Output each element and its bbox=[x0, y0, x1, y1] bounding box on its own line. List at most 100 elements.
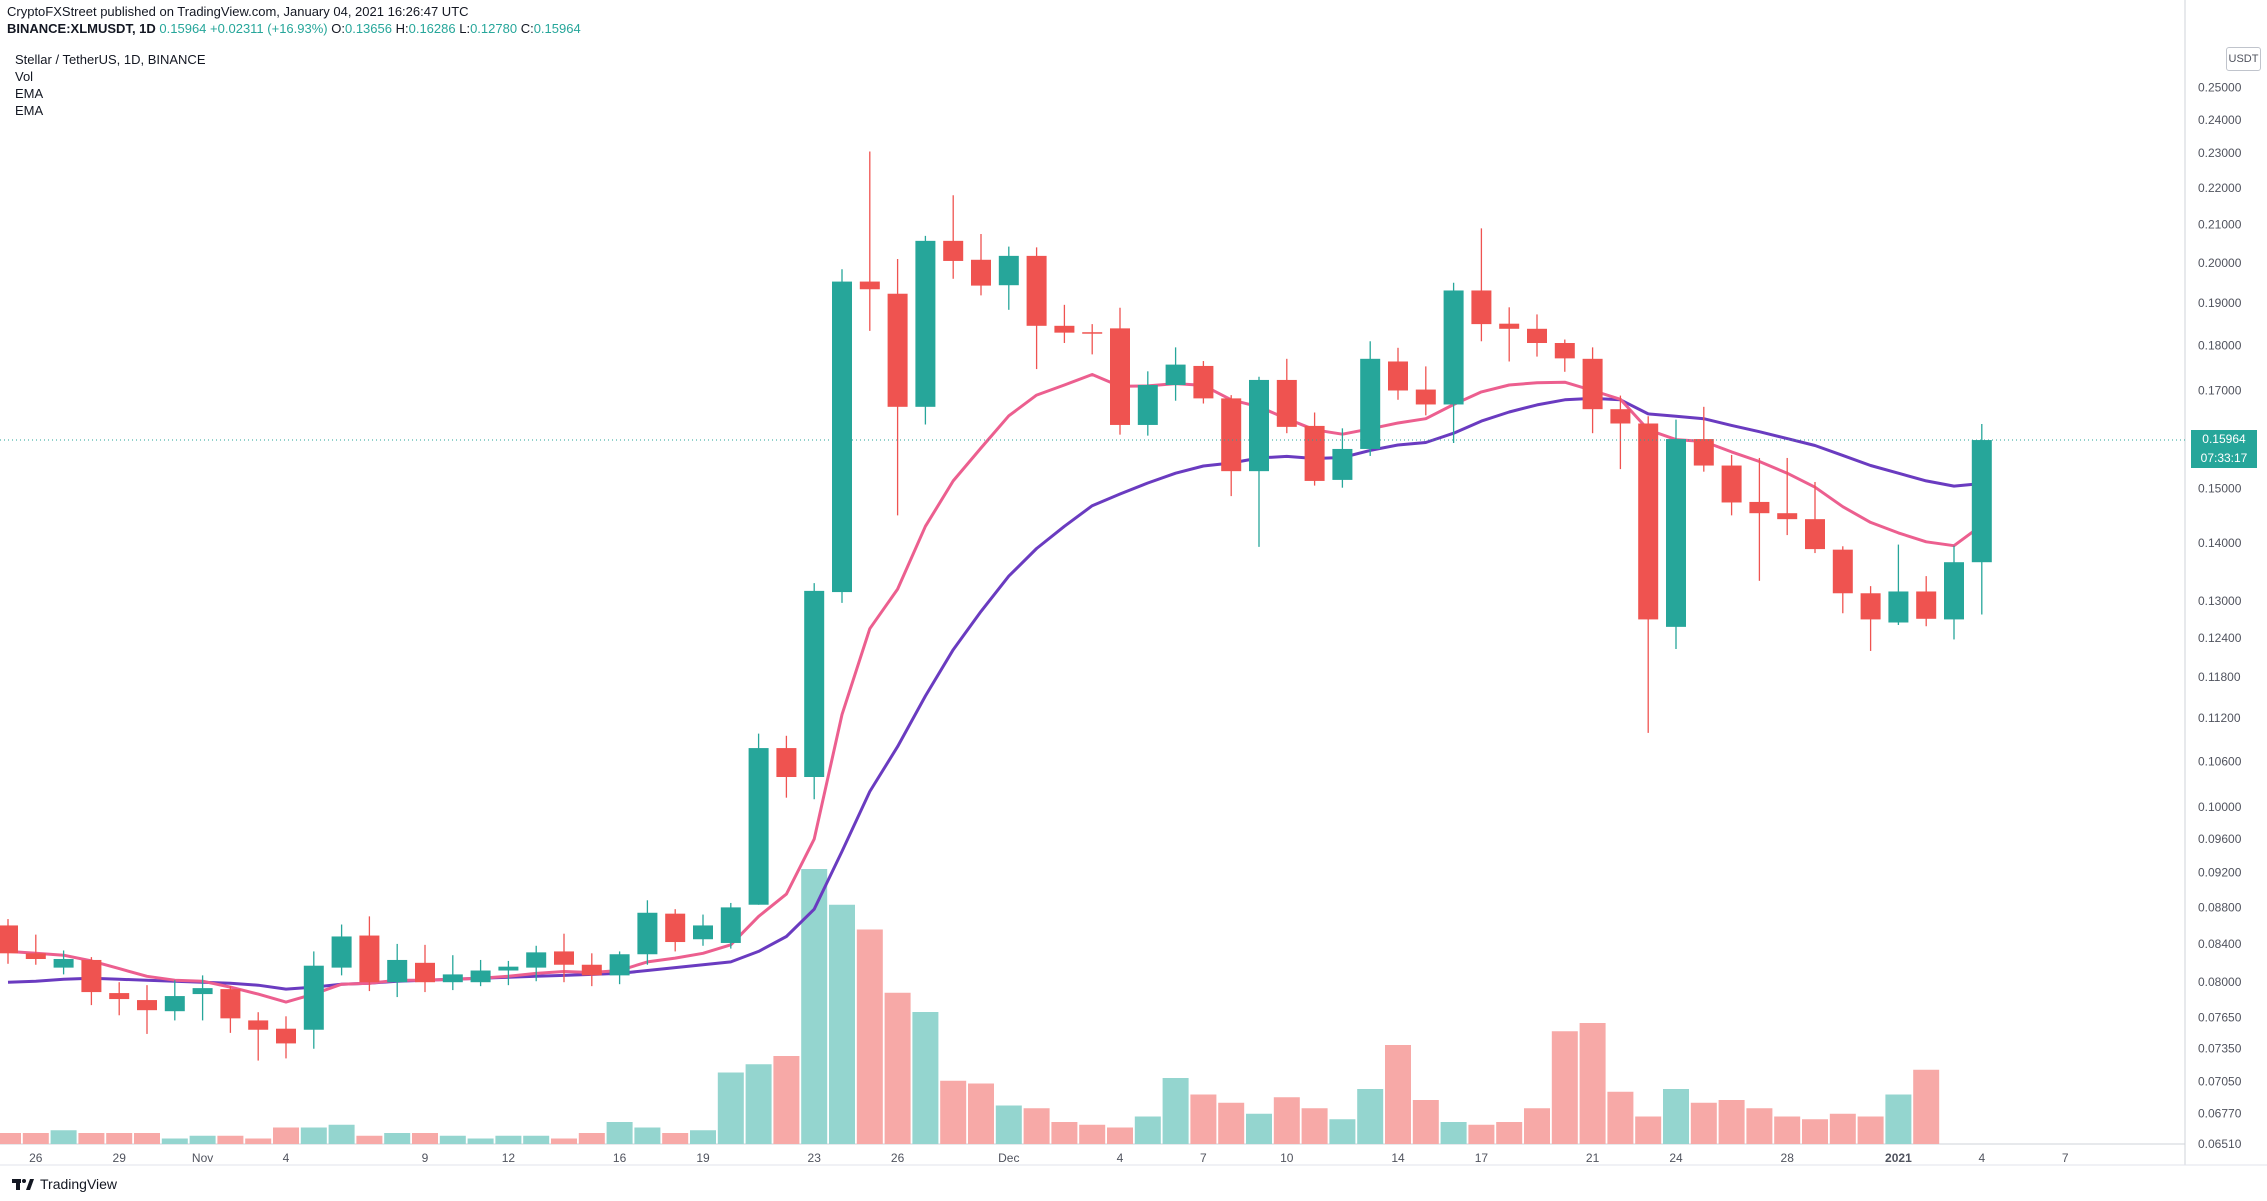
tradingview-logo[interactable]: TradingView bbox=[12, 1176, 117, 1192]
volume-bar bbox=[1607, 1091, 1634, 1144]
y-tick-label: 0.08000 bbox=[2198, 975, 2242, 989]
candle-body bbox=[1916, 591, 1937, 619]
volume-bar bbox=[356, 1135, 383, 1144]
candle-body bbox=[359, 935, 380, 983]
volume-bar bbox=[78, 1133, 105, 1144]
volume-bar bbox=[384, 1133, 411, 1144]
tradingview-label: TradingView bbox=[40, 1176, 118, 1192]
candle-body bbox=[609, 954, 630, 976]
x-tick-label: 14 bbox=[1391, 1151, 1405, 1165]
volume-bar bbox=[1718, 1100, 1745, 1144]
candle-body bbox=[1610, 409, 1631, 424]
candle-body bbox=[1777, 513, 1798, 520]
volume-bar bbox=[106, 1133, 133, 1144]
candle-body bbox=[1499, 323, 1520, 329]
candle-body bbox=[1944, 562, 1964, 620]
y-tick-label: 0.07350 bbox=[2198, 1042, 2242, 1056]
volume-bar bbox=[884, 992, 911, 1144]
volume-bar bbox=[412, 1133, 438, 1144]
tradingview-icon bbox=[12, 1177, 34, 1191]
volume-bar bbox=[22, 1133, 49, 1144]
candle-body bbox=[248, 1020, 269, 1030]
y-tick-label: 0.09200 bbox=[2198, 865, 2242, 879]
volume-bar bbox=[1329, 1119, 1356, 1144]
x-tick-label: 24 bbox=[1669, 1151, 1683, 1165]
volume-bar bbox=[217, 1135, 244, 1144]
x-tick-label: 26 bbox=[891, 1151, 905, 1165]
x-tick-label: 2021 bbox=[1885, 1151, 1912, 1165]
y-tick-label: 0.22000 bbox=[2198, 181, 2242, 195]
volume-bar bbox=[1385, 1045, 1411, 1144]
volume-bar bbox=[1079, 1124, 1106, 1144]
volume-bar bbox=[634, 1127, 661, 1144]
bar-countdown-tag: 07:33:17 bbox=[2191, 449, 2257, 469]
y-tick-label: 0.24000 bbox=[2198, 113, 2242, 127]
currency-button[interactable]: USDT bbox=[2226, 47, 2261, 71]
y-tick-label: 0.25000 bbox=[2198, 81, 2242, 95]
y-tick-label: 0.11800 bbox=[2198, 670, 2241, 684]
candle-body bbox=[220, 989, 241, 1019]
volume-bar bbox=[300, 1127, 327, 1144]
y-tick-label: 0.20000 bbox=[2198, 256, 2242, 270]
x-tick-label: 7 bbox=[2062, 1151, 2069, 1165]
candle-body bbox=[1721, 465, 1742, 503]
volume-bar bbox=[439, 1135, 466, 1144]
candle-body bbox=[1304, 425, 1325, 481]
x-tick-label: 16 bbox=[613, 1151, 627, 1165]
volume-bar bbox=[662, 1133, 689, 1144]
y-tick-label: 0.21000 bbox=[2198, 218, 2242, 232]
volume-bar bbox=[189, 1135, 216, 1144]
candle-body bbox=[109, 993, 130, 1000]
candle-body bbox=[1860, 593, 1881, 620]
candle-body bbox=[498, 966, 519, 971]
indicator-ema-slow[interactable]: EMA bbox=[15, 103, 44, 118]
candle-body bbox=[303, 965, 324, 1030]
close-value: 0.15964 bbox=[533, 21, 581, 36]
volume-bar bbox=[829, 904, 855, 1144]
y-tick-label: 0.06770 bbox=[2198, 1106, 2242, 1120]
candle-body bbox=[804, 590, 825, 778]
volume-bar bbox=[1440, 1122, 1467, 1144]
x-tick-label: Nov bbox=[192, 1151, 213, 1165]
ohlc-header: BINANCE:XLMUSDT, 1D 0.15964 +0.02311 (+1… bbox=[7, 21, 581, 36]
y-tick-label: 0.06510 bbox=[2198, 1137, 2242, 1151]
candle-body bbox=[1388, 361, 1408, 391]
candle-body bbox=[1165, 364, 1186, 385]
volume-bar bbox=[495, 1135, 522, 1144]
close-label: C: bbox=[520, 21, 534, 36]
volume-bar bbox=[773, 1056, 800, 1144]
volume-bar bbox=[1412, 1100, 1439, 1144]
candle-body bbox=[1193, 365, 1214, 399]
volume-bar bbox=[856, 929, 883, 1144]
x-tick-label: 26 bbox=[29, 1151, 43, 1165]
candle-body bbox=[470, 970, 491, 983]
high-value: 0.16286 bbox=[408, 21, 456, 36]
candle-body bbox=[1666, 439, 1686, 627]
volume-bar bbox=[50, 1130, 77, 1144]
candle-body bbox=[192, 988, 213, 995]
volume-bar bbox=[134, 1133, 160, 1144]
x-tick-label: 23 bbox=[808, 1151, 822, 1165]
volume-bar bbox=[1218, 1102, 1245, 1144]
volume-bar bbox=[1273, 1097, 1300, 1144]
volume-bar bbox=[1524, 1108, 1550, 1144]
chart-title[interactable]: Stellar / TetherUS, 1D, BINANCE bbox=[15, 52, 206, 67]
indicator-ema-fast[interactable]: EMA bbox=[15, 86, 44, 101]
y-tick-label: 0.23000 bbox=[2198, 146, 2242, 160]
volume-bar bbox=[1051, 1122, 1078, 1144]
candle-body bbox=[276, 1028, 296, 1044]
y-tick-label: 0.07050 bbox=[2198, 1074, 2242, 1088]
candle-body bbox=[0, 925, 18, 954]
candle-body bbox=[1110, 328, 1130, 425]
y-tick-label: 0.17000 bbox=[2198, 383, 2242, 397]
volume-bar bbox=[745, 1064, 772, 1144]
volume-bar bbox=[1774, 1116, 1801, 1144]
candle-body bbox=[859, 281, 880, 290]
candle-body bbox=[1249, 379, 1269, 472]
open-label: O: bbox=[331, 21, 345, 36]
indicator-vol[interactable]: Vol bbox=[15, 69, 34, 84]
y-tick-label: 0.08800 bbox=[2198, 900, 2242, 914]
candle-body bbox=[1582, 358, 1603, 410]
volume-bar bbox=[273, 1127, 299, 1144]
